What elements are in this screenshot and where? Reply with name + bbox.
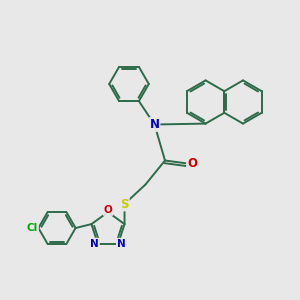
Text: N: N <box>149 118 160 131</box>
Text: O: O <box>187 157 197 170</box>
Text: O: O <box>103 205 112 215</box>
Text: S: S <box>120 197 129 211</box>
Text: N: N <box>117 238 126 249</box>
Text: N: N <box>90 238 99 249</box>
Text: Cl: Cl <box>27 223 38 233</box>
